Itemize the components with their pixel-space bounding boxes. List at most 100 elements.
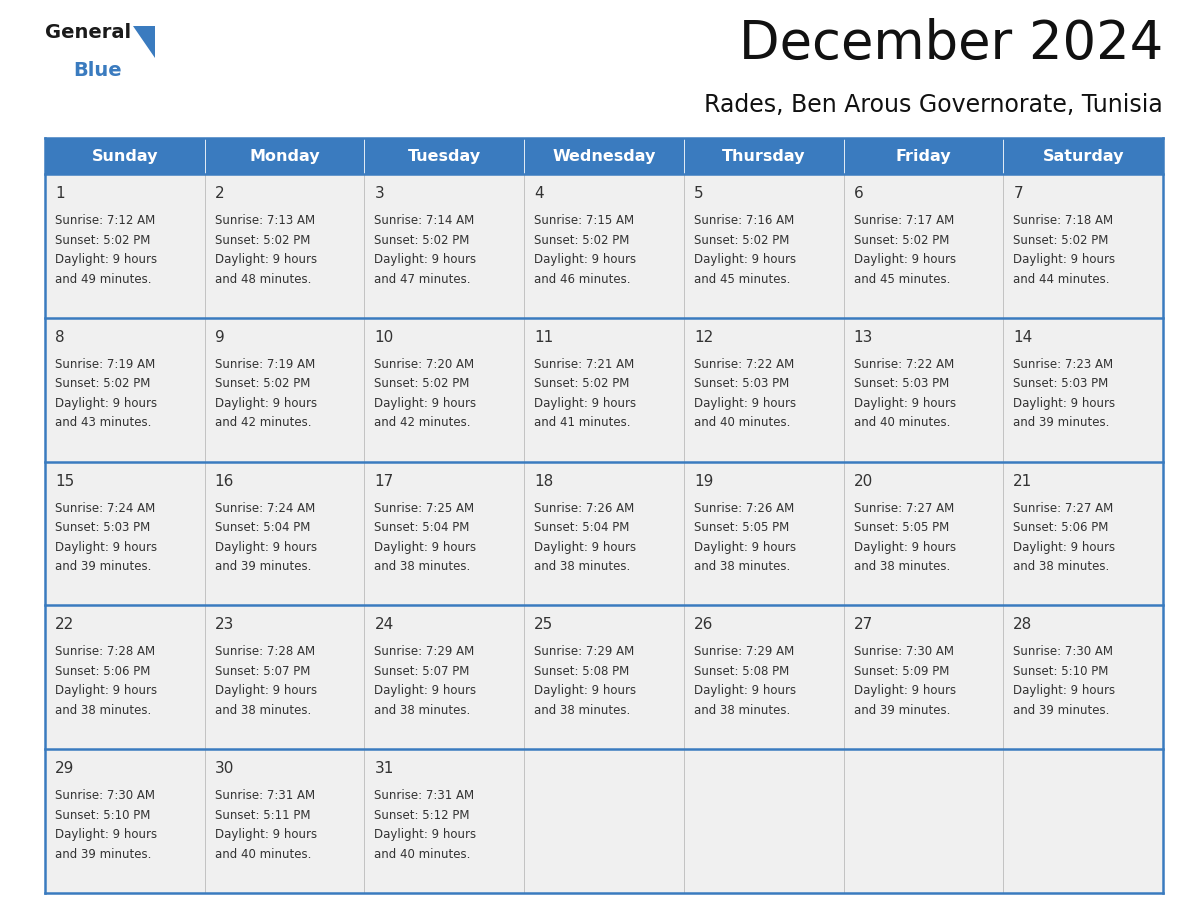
Text: and 39 minutes.: and 39 minutes. (55, 560, 151, 573)
Text: Sunset: 5:03 PM: Sunset: 5:03 PM (55, 521, 150, 534)
Text: and 47 minutes.: and 47 minutes. (374, 273, 470, 285)
Text: and 38 minutes.: and 38 minutes. (535, 560, 631, 573)
Text: Sunset: 5:05 PM: Sunset: 5:05 PM (694, 521, 789, 534)
Text: 9: 9 (215, 330, 225, 345)
Text: Sunrise: 7:31 AM: Sunrise: 7:31 AM (374, 789, 474, 802)
Text: 25: 25 (535, 618, 554, 633)
Text: and 38 minutes.: and 38 minutes. (853, 560, 950, 573)
Bar (45, 605, 1163, 749)
Text: Daylight: 9 hours: Daylight: 9 hours (535, 397, 637, 409)
Text: Daylight: 9 hours: Daylight: 9 hours (374, 541, 476, 554)
Text: Daylight: 9 hours: Daylight: 9 hours (55, 828, 157, 841)
Text: Sunset: 5:06 PM: Sunset: 5:06 PM (55, 665, 151, 677)
Text: Sunrise: 7:30 AM: Sunrise: 7:30 AM (55, 789, 154, 802)
Text: 14: 14 (1013, 330, 1032, 345)
Text: December 2024: December 2024 (739, 18, 1163, 70)
Text: Sunrise: 7:17 AM: Sunrise: 7:17 AM (853, 214, 954, 227)
Text: 5: 5 (694, 186, 703, 201)
Text: Sunrise: 7:29 AM: Sunrise: 7:29 AM (374, 645, 475, 658)
Text: Daylight: 9 hours: Daylight: 9 hours (215, 397, 317, 409)
Text: and 40 minutes.: and 40 minutes. (694, 416, 790, 430)
Text: Rades, Ben Arous Governorate, Tunisia: Rades, Ben Arous Governorate, Tunisia (704, 93, 1163, 117)
Text: Sunset: 5:02 PM: Sunset: 5:02 PM (374, 377, 469, 390)
Text: 7: 7 (1013, 186, 1023, 201)
Text: and 39 minutes.: and 39 minutes. (1013, 416, 1110, 430)
Text: Thursday: Thursday (722, 149, 805, 163)
Text: Sunrise: 7:20 AM: Sunrise: 7:20 AM (374, 358, 474, 371)
Text: Sunset: 5:02 PM: Sunset: 5:02 PM (374, 233, 469, 247)
Text: Sunrise: 7:29 AM: Sunrise: 7:29 AM (694, 645, 794, 658)
Text: 28: 28 (1013, 618, 1032, 633)
Text: Daylight: 9 hours: Daylight: 9 hours (55, 685, 157, 698)
Text: Sunset: 5:12 PM: Sunset: 5:12 PM (374, 809, 470, 822)
Text: 15: 15 (55, 474, 74, 488)
Text: and 46 minutes.: and 46 minutes. (535, 273, 631, 285)
Text: Monday: Monday (249, 149, 320, 163)
Text: 12: 12 (694, 330, 713, 345)
Text: Daylight: 9 hours: Daylight: 9 hours (535, 685, 637, 698)
Text: Sunset: 5:02 PM: Sunset: 5:02 PM (55, 377, 151, 390)
Text: Sunset: 5:02 PM: Sunset: 5:02 PM (1013, 233, 1108, 247)
Text: Sunset: 5:03 PM: Sunset: 5:03 PM (1013, 377, 1108, 390)
Text: Sunset: 5:08 PM: Sunset: 5:08 PM (535, 665, 630, 677)
Text: Sunrise: 7:19 AM: Sunrise: 7:19 AM (215, 358, 315, 371)
Text: Sunset: 5:03 PM: Sunset: 5:03 PM (694, 377, 789, 390)
Text: and 45 minutes.: and 45 minutes. (694, 273, 790, 285)
Text: and 38 minutes.: and 38 minutes. (55, 704, 151, 717)
Text: Friday: Friday (896, 149, 952, 163)
Text: and 38 minutes.: and 38 minutes. (694, 560, 790, 573)
Text: 6: 6 (853, 186, 864, 201)
Text: and 39 minutes.: and 39 minutes. (215, 560, 311, 573)
Text: and 44 minutes.: and 44 minutes. (1013, 273, 1110, 285)
Text: 27: 27 (853, 618, 873, 633)
Text: Daylight: 9 hours: Daylight: 9 hours (1013, 685, 1116, 698)
Text: 23: 23 (215, 618, 234, 633)
Text: and 39 minutes.: and 39 minutes. (55, 847, 151, 861)
Text: Daylight: 9 hours: Daylight: 9 hours (55, 541, 157, 554)
Text: Sunrise: 7:24 AM: Sunrise: 7:24 AM (215, 501, 315, 515)
Bar (45, 749, 1163, 893)
Bar (45, 318, 1163, 462)
Text: Sunset: 5:02 PM: Sunset: 5:02 PM (215, 233, 310, 247)
Text: Sunrise: 7:27 AM: Sunrise: 7:27 AM (853, 501, 954, 515)
Text: and 45 minutes.: and 45 minutes. (853, 273, 950, 285)
Text: Daylight: 9 hours: Daylight: 9 hours (1013, 397, 1116, 409)
Text: 4: 4 (535, 186, 544, 201)
Text: and 39 minutes.: and 39 minutes. (1013, 704, 1110, 717)
Text: Sunrise: 7:31 AM: Sunrise: 7:31 AM (215, 789, 315, 802)
Text: Sunrise: 7:22 AM: Sunrise: 7:22 AM (694, 358, 794, 371)
Text: Sunset: 5:02 PM: Sunset: 5:02 PM (55, 233, 151, 247)
Text: Sunset: 5:10 PM: Sunset: 5:10 PM (55, 809, 151, 822)
Text: Sunrise: 7:25 AM: Sunrise: 7:25 AM (374, 501, 474, 515)
Text: Sunset: 5:07 PM: Sunset: 5:07 PM (215, 665, 310, 677)
Text: Sunset: 5:07 PM: Sunset: 5:07 PM (374, 665, 469, 677)
Text: 8: 8 (55, 330, 64, 345)
Text: Daylight: 9 hours: Daylight: 9 hours (535, 253, 637, 266)
Text: Daylight: 9 hours: Daylight: 9 hours (55, 253, 157, 266)
Text: Sunset: 5:10 PM: Sunset: 5:10 PM (1013, 665, 1108, 677)
Text: Daylight: 9 hours: Daylight: 9 hours (853, 685, 955, 698)
Text: 17: 17 (374, 474, 393, 488)
Text: Sunset: 5:02 PM: Sunset: 5:02 PM (215, 377, 310, 390)
Text: and 41 minutes.: and 41 minutes. (535, 416, 631, 430)
Text: Daylight: 9 hours: Daylight: 9 hours (1013, 541, 1116, 554)
Bar (45, 174, 1163, 318)
Text: and 38 minutes.: and 38 minutes. (535, 704, 631, 717)
Text: Daylight: 9 hours: Daylight: 9 hours (694, 541, 796, 554)
Text: Sunset: 5:02 PM: Sunset: 5:02 PM (853, 233, 949, 247)
Text: Sunset: 5:02 PM: Sunset: 5:02 PM (535, 233, 630, 247)
Text: Sunrise: 7:28 AM: Sunrise: 7:28 AM (215, 645, 315, 658)
Text: and 40 minutes.: and 40 minutes. (215, 847, 311, 861)
Text: and 39 minutes.: and 39 minutes. (853, 704, 950, 717)
Text: and 38 minutes.: and 38 minutes. (374, 560, 470, 573)
Text: and 38 minutes.: and 38 minutes. (215, 704, 311, 717)
Text: Sunrise: 7:27 AM: Sunrise: 7:27 AM (1013, 501, 1113, 515)
Text: and 49 minutes.: and 49 minutes. (55, 273, 152, 285)
Text: Sunrise: 7:26 AM: Sunrise: 7:26 AM (694, 501, 794, 515)
Text: Sunrise: 7:22 AM: Sunrise: 7:22 AM (853, 358, 954, 371)
Text: Daylight: 9 hours: Daylight: 9 hours (215, 828, 317, 841)
Text: Daylight: 9 hours: Daylight: 9 hours (694, 685, 796, 698)
Text: Daylight: 9 hours: Daylight: 9 hours (374, 253, 476, 266)
Text: 1: 1 (55, 186, 64, 201)
Text: Daylight: 9 hours: Daylight: 9 hours (374, 685, 476, 698)
